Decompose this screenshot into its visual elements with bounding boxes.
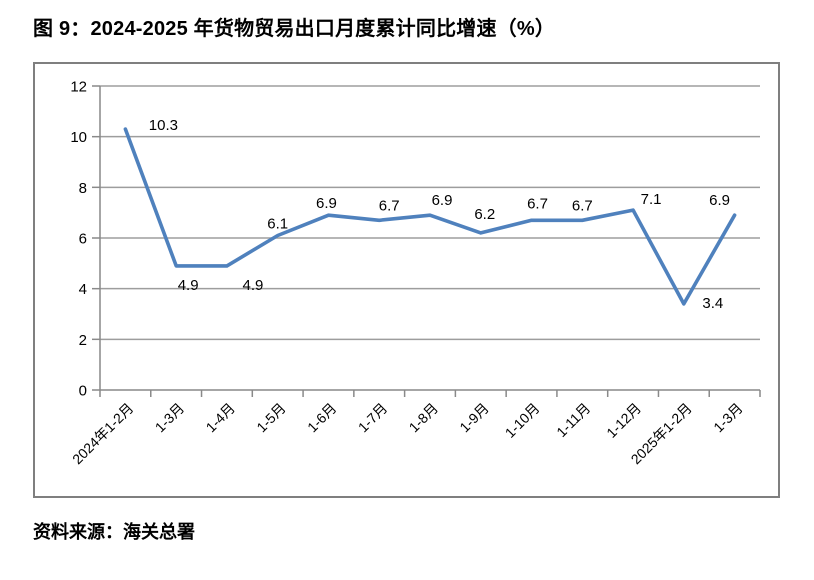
x-tick-label: 1-9月 (456, 400, 492, 436)
series-line (123, 127, 737, 306)
source-note: 资料来源：海关总署 (33, 522, 195, 542)
data-point-label: 7.1 (641, 191, 662, 208)
data-point-label: 6.1 (267, 215, 288, 232)
x-tick-label: 1-11月 (553, 400, 593, 440)
data-point-label: 6.9 (432, 192, 453, 209)
figure-title: 图 9：2024-2025 年货物贸易出口月度累计同比增速（%） (33, 18, 556, 40)
y-tick-label: 0 (79, 383, 87, 400)
x-tick-label: 1-12月 (603, 400, 644, 441)
data-point-label: 6.9 (316, 195, 337, 212)
x-tick-label: 1-4月 (203, 400, 239, 436)
data-point-label: 6.9 (709, 192, 730, 209)
line-chart: 0 2 4 6 8 10 12 10.3 4.9 4.9 6.1 6.9 6.7 6.9 6.2 6.7 6.7… (69, 79, 761, 467)
chart-container: 0 2 4 6 8 10 12 10.3 4.9 4.9 6.1 6.9 6.7 6.9 6.2 6.7 6.7… (33, 62, 780, 498)
x-tick-label: 1-5月 (253, 400, 289, 436)
data-point-label: 10.3 (149, 117, 178, 134)
y-tick-label: 2 (79, 332, 87, 349)
data-point-label: 4.9 (242, 277, 263, 294)
x-tick-label: 2024年1-2月 (69, 400, 136, 467)
x-tick-label: 1-7月 (355, 400, 391, 436)
x-tick-label: 1-10月 (502, 400, 543, 441)
data-point-label: 6.2 (474, 206, 495, 223)
y-tick-label: 4 (79, 281, 87, 298)
data-point-label: 3.4 (702, 295, 723, 312)
data-point-label: 4.9 (178, 277, 199, 294)
y-tick-label: 8 (79, 180, 87, 197)
y-tick-label: 12 (70, 79, 87, 96)
x-tick-label: 1-6月 (304, 400, 340, 436)
x-tick-label: 1-3月 (710, 400, 746, 436)
data-point-label: 6.7 (379, 197, 400, 214)
x-tick-label: 1-3月 (152, 400, 188, 436)
y-tick-label: 6 (79, 231, 87, 248)
y-tick-label: 10 (70, 129, 87, 146)
data-point-label: 6.7 (572, 197, 593, 214)
data-point-label: 6.7 (527, 195, 548, 212)
x-tick-label: 1-8月 (406, 400, 442, 436)
